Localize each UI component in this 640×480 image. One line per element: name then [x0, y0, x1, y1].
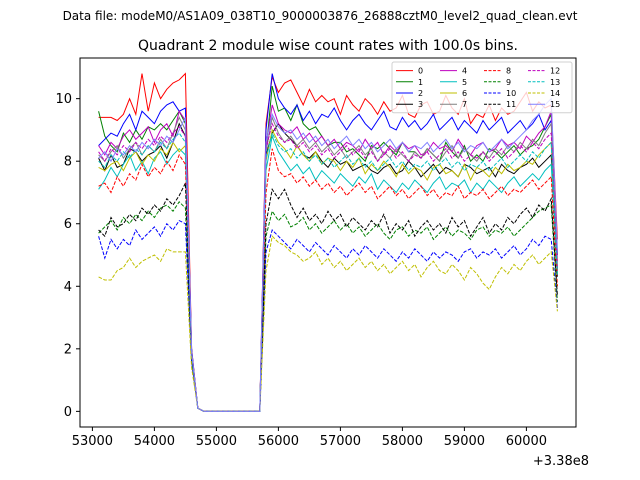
series-line-12 [98, 122, 558, 412]
legend-label-6: 6 [462, 89, 467, 98]
y-tick-label: 0 [64, 405, 72, 420]
legend-label-2: 2 [418, 89, 423, 98]
legend-label-13: 13 [550, 78, 560, 87]
x-tick-label: 57000 [320, 434, 361, 449]
series-line-9 [98, 201, 558, 412]
legend-label-10: 10 [506, 89, 516, 98]
x-tick-label: 58000 [382, 434, 423, 449]
x-tick-label: 60000 [506, 434, 547, 449]
series-line-1 [98, 85, 558, 412]
x-tick-label: 56000 [258, 434, 299, 449]
legend-label-5: 5 [462, 78, 467, 87]
series-line-7 [98, 115, 558, 412]
legend-label-15: 15 [550, 100, 560, 109]
legend-box [391, 61, 573, 114]
series-line-5 [98, 134, 558, 412]
series-line-15 [98, 97, 558, 412]
y-tick-label: 2 [64, 342, 72, 357]
legend-label-14: 14 [550, 89, 560, 98]
x-tick-label: 59000 [444, 434, 485, 449]
series-line-8 [98, 148, 558, 412]
x-offset-label: +3.38e8 [533, 454, 589, 469]
series-line-11 [98, 182, 558, 412]
legend-label-12: 12 [550, 67, 560, 76]
series-line-10 [98, 219, 558, 412]
legend-label-1: 1 [418, 78, 423, 87]
series-line-14 [98, 235, 558, 412]
legend-label-4: 4 [462, 67, 467, 76]
axes-frame [79, 57, 577, 428]
legend-label-9: 9 [506, 78, 511, 87]
y-tick-label: 4 [64, 280, 72, 295]
x-tick-label: 55000 [196, 434, 237, 449]
series-line-0 [98, 72, 558, 412]
chart-title: Quadrant 2 module wise count rates with … [138, 38, 518, 54]
legend-label-3: 3 [418, 100, 423, 109]
y-tick-label: 8 [64, 155, 72, 170]
series-line-6 [98, 128, 558, 412]
plot-area [98, 72, 558, 412]
series-line-2 [98, 73, 558, 412]
legend-label-11: 11 [506, 100, 516, 109]
x-tick-label: 54000 [134, 434, 175, 449]
y-tick-label: 6 [64, 217, 72, 232]
axis-ticks: 53000 54000 55000 56000 57000 58000 59000 60000… [55, 92, 547, 449]
x-tick-label: 53000 [72, 434, 113, 449]
legend-label-7: 7 [462, 100, 467, 109]
series-line-13 [98, 131, 558, 412]
legend-label-0: 0 [418, 67, 423, 76]
series-line-3 [98, 122, 558, 412]
y-tick-label: 10 [55, 92, 72, 107]
figure-suptitle: Data file: modeM0/AS1A09_038T10_90000038… [63, 9, 578, 23]
legend-label-8: 8 [506, 67, 511, 76]
